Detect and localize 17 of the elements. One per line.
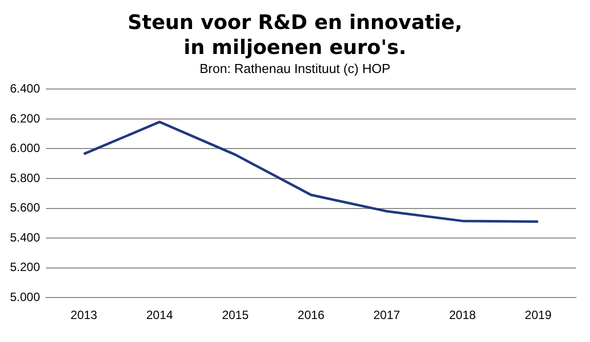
y-tick-label: 6.200: [10, 111, 40, 126]
y-tick-label: 6.400: [10, 82, 40, 96]
x-tick-label: 2017: [373, 308, 400, 322]
chart-title: Steun voor R&D en innovatie, in miljoenen euro's.: [126, 9, 464, 60]
y-tick-label: 5.400: [10, 230, 40, 244]
x-tick-label: 2013: [70, 308, 98, 322]
chart-subtitle: Bron: Rathenau Instituut (c) HOP: [198, 61, 392, 76]
x-tick-label: 2015: [222, 308, 249, 322]
y-tick-label: 5.800: [10, 170, 40, 185]
y-tick-label: 5.000: [10, 290, 40, 304]
y-tick-label: 6.000: [10, 141, 40, 156]
x-tick-label: 2014: [146, 308, 174, 322]
y-tick-label: 5.200: [10, 260, 40, 274]
y-tick-label: 5.600: [10, 200, 40, 215]
x-tick-label: 2019: [524, 308, 552, 322]
x-tick-label: 2018: [449, 308, 476, 322]
x-tick-label: 2016: [298, 308, 325, 322]
